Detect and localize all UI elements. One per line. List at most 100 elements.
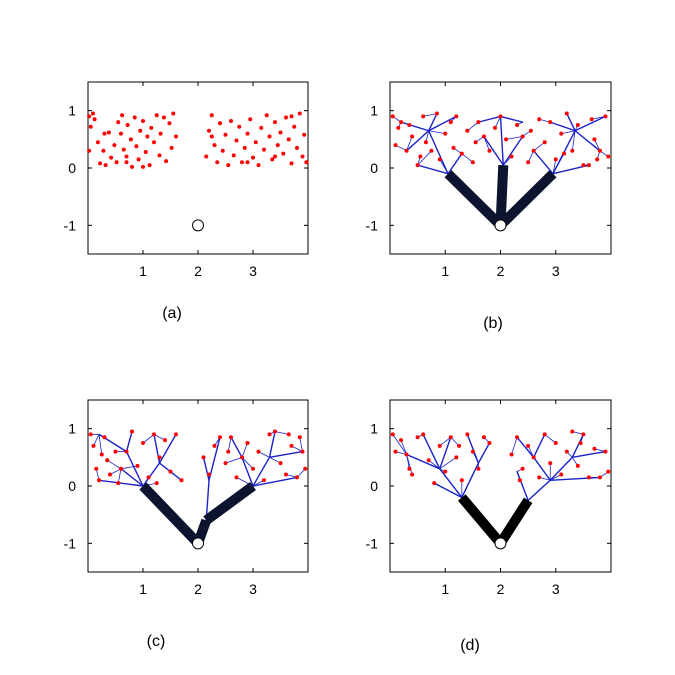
data-point [136, 157, 141, 162]
data-point [421, 432, 426, 437]
data-point [245, 131, 250, 136]
data-point [586, 163, 591, 168]
data-point [289, 443, 294, 448]
data-point [152, 432, 156, 437]
data-point [124, 449, 129, 454]
data-point [300, 449, 305, 454]
data-point [256, 449, 261, 454]
tree-branch [120, 468, 144, 487]
tree-branch [125, 430, 133, 453]
leaf-link [423, 113, 438, 117]
leaf-link [299, 437, 303, 452]
tree-branch [461, 462, 480, 499]
leaf-link [428, 459, 440, 470]
tree-branch [483, 135, 504, 166]
data-point [581, 163, 586, 168]
data-point [553, 157, 558, 162]
data-point [91, 443, 96, 448]
data-point [537, 117, 542, 122]
data-point [297, 435, 302, 440]
tree-branch [416, 164, 449, 175]
x-tick-label: 2 [497, 581, 505, 597]
data-point [559, 472, 564, 477]
leaf-link [439, 436, 452, 447]
leaf-link [142, 434, 155, 444]
data-point [242, 145, 247, 150]
y-tick-label: 1 [370, 103, 378, 119]
data-point [437, 443, 442, 448]
data-point [231, 153, 236, 158]
data-point [157, 455, 162, 460]
data-point [143, 149, 148, 154]
leaf-link [252, 479, 265, 487]
data-point [297, 111, 302, 116]
data-point [128, 137, 133, 142]
data-point [578, 441, 583, 445]
leaf-link [527, 445, 535, 458]
data-point [207, 128, 211, 133]
tree-branch [252, 476, 298, 487]
leaf-link [511, 437, 518, 455]
data-point [87, 114, 92, 119]
data-point [443, 469, 448, 474]
data-point [465, 128, 470, 133]
leaf-link [400, 439, 407, 455]
data-point [410, 472, 415, 477]
leaf-link [533, 141, 545, 152]
data-point [152, 140, 156, 145]
source-marker [192, 537, 204, 550]
x-tick-label: 2 [497, 263, 505, 279]
source-marker [192, 219, 204, 232]
leaf-link [227, 437, 232, 452]
data-point [141, 118, 145, 123]
y-tick-label: 0 [370, 478, 378, 494]
panel-2: 1 2 3 -1 0 1 (c) [64, 399, 309, 650]
data-point [487, 148, 492, 153]
data-point [451, 145, 456, 150]
data-point [295, 145, 299, 150]
data-point [410, 134, 415, 139]
data-point [515, 123, 520, 127]
data-point [418, 154, 423, 159]
data-point [581, 432, 586, 437]
leaf-link [117, 468, 122, 484]
tree-branch [422, 433, 441, 470]
data-point [267, 134, 272, 139]
data-point [481, 134, 486, 139]
data-point [559, 131, 564, 136]
data-point [218, 435, 222, 440]
leaf-link [109, 468, 122, 475]
tree-branch [125, 450, 144, 487]
data-point [437, 157, 442, 162]
data-point [302, 132, 307, 137]
data-point [229, 118, 233, 123]
tree-branch [427, 115, 457, 132]
y-tick-label: 0 [370, 160, 378, 176]
data-point [553, 441, 558, 445]
leaf-link [472, 451, 479, 464]
data-point [281, 151, 286, 156]
data-point [393, 143, 398, 148]
data-point [562, 151, 567, 156]
leaf-link [269, 456, 281, 464]
y-tick-label: -1 [64, 535, 77, 551]
tree-branch [574, 115, 607, 132]
data-point [157, 153, 162, 158]
data-point [542, 432, 547, 437]
leaf-link [170, 471, 182, 481]
data-point [124, 160, 129, 165]
data-point [415, 163, 420, 168]
data-point [520, 134, 525, 139]
data-point [95, 140, 100, 145]
y-tick-label: 1 [370, 421, 378, 437]
data-point [237, 124, 242, 129]
data-point [520, 466, 525, 471]
data-point [209, 134, 214, 139]
y-tick-label: -1 [366, 217, 379, 233]
data-point [229, 435, 233, 440]
tree-branch [241, 456, 254, 487]
data-point [531, 148, 536, 153]
tree-branch [208, 436, 221, 481]
tree-branch [502, 135, 524, 166]
leaf-link [291, 445, 303, 452]
